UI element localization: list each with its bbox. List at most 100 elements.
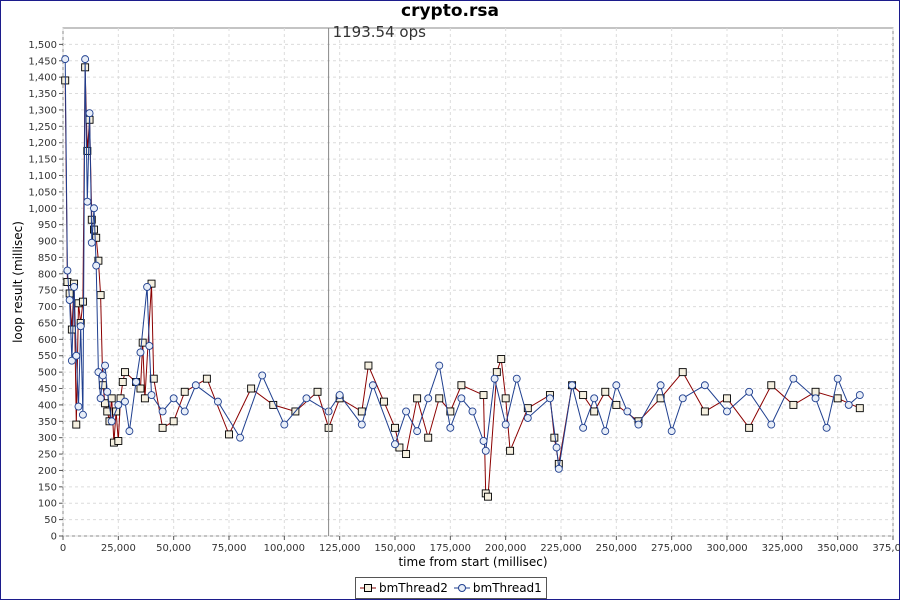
data-point [767, 381, 776, 390]
data-point [811, 394, 820, 403]
data-point [247, 384, 256, 393]
data-point [435, 394, 444, 403]
data-point [550, 433, 559, 442]
y-tick-label: 650 [38, 318, 57, 329]
data-point [579, 391, 588, 400]
data-point [490, 374, 499, 383]
data-point [457, 394, 466, 403]
y-tick-label: 1,450 [28, 56, 57, 67]
data-point [70, 282, 79, 291]
data-point [202, 374, 211, 383]
data-point [87, 238, 96, 247]
data-point [479, 437, 488, 445]
data-point [213, 397, 222, 406]
data-point [145, 341, 154, 350]
data-point [822, 423, 831, 432]
data-point [280, 420, 289, 429]
data-point [391, 423, 399, 432]
data-point [623, 407, 632, 416]
data-point [424, 394, 433, 403]
y-tick-label: 800 [38, 269, 57, 280]
data-point [180, 407, 189, 416]
data-point [67, 325, 76, 334]
data-point [169, 417, 178, 426]
data-point [601, 387, 610, 396]
data-point [121, 397, 129, 406]
data-point [364, 361, 373, 370]
data-point [158, 407, 167, 416]
data-point [90, 225, 98, 234]
data-point [67, 356, 76, 365]
data-point [169, 394, 178, 403]
data-point [61, 55, 70, 64]
data-point [83, 146, 92, 155]
data-point [136, 384, 145, 393]
data-point [568, 381, 577, 390]
data-point [424, 433, 433, 442]
data-point [612, 381, 621, 390]
x-tick-label: 0 [60, 543, 66, 554]
y-tick-label: 950 [38, 220, 57, 231]
data-point [63, 278, 72, 286]
legend-square-icon [360, 584, 376, 592]
data-point [457, 381, 466, 390]
x-tick-label: 350,000 [817, 543, 858, 554]
data-point [844, 400, 853, 409]
data-point [368, 381, 377, 390]
y-tick-label: 700 [38, 302, 57, 313]
data-point [523, 414, 532, 422]
data-point [236, 433, 245, 442]
data-point [789, 374, 798, 383]
y-tick-label: 900 [38, 237, 57, 248]
data-point [612, 400, 621, 409]
x-tick-label: 25,000 [101, 543, 136, 554]
chart-legend: bmThread2 bmThread1 [355, 577, 547, 599]
data-point [512, 374, 521, 383]
data-point [96, 394, 105, 403]
data-point [545, 394, 554, 403]
data-point [484, 492, 492, 501]
data-point [72, 351, 81, 360]
data-point [78, 297, 87, 306]
y-tick-label: 1,250 [28, 122, 57, 133]
data-point [103, 387, 112, 396]
data-point [497, 355, 506, 363]
legend-circle-icon [453, 584, 470, 592]
data-point [125, 427, 134, 436]
data-point [678, 368, 687, 377]
data-point [107, 394, 116, 403]
y-tick-label: 500 [38, 368, 57, 379]
y-tick-label: 1,200 [28, 138, 57, 149]
data-point [789, 400, 798, 409]
data-point [92, 233, 101, 242]
data-point [479, 391, 488, 400]
data-point [143, 282, 152, 291]
data-point [767, 420, 776, 429]
y-tick-label: 250 [38, 450, 57, 461]
chart-title: crypto.rsa [401, 1, 499, 21]
data-point [634, 420, 643, 429]
data-point [63, 266, 72, 275]
data-point [81, 55, 90, 64]
y-tick-label: 850 [38, 253, 57, 264]
data-point [72, 420, 81, 429]
y-tick-label: 0 [51, 532, 57, 543]
data-point [833, 394, 842, 403]
data-point [83, 197, 92, 206]
data-point [147, 391, 156, 400]
data-point [65, 296, 74, 304]
data-point [92, 261, 101, 270]
legend-item-series-1: bmThread1 [453, 581, 542, 595]
x-tick-label: 50,000 [156, 543, 191, 554]
data-point [313, 387, 322, 396]
annotation-label: 1193.54 ops [333, 23, 426, 41]
data-point [76, 322, 85, 331]
data-point [357, 407, 366, 416]
data-point [90, 204, 98, 213]
data-point [357, 420, 366, 429]
x-tick-label: 175,000 [430, 543, 471, 554]
y-tick-label: 50 [44, 515, 57, 526]
data-point [98, 381, 107, 390]
data-point [723, 394, 731, 403]
